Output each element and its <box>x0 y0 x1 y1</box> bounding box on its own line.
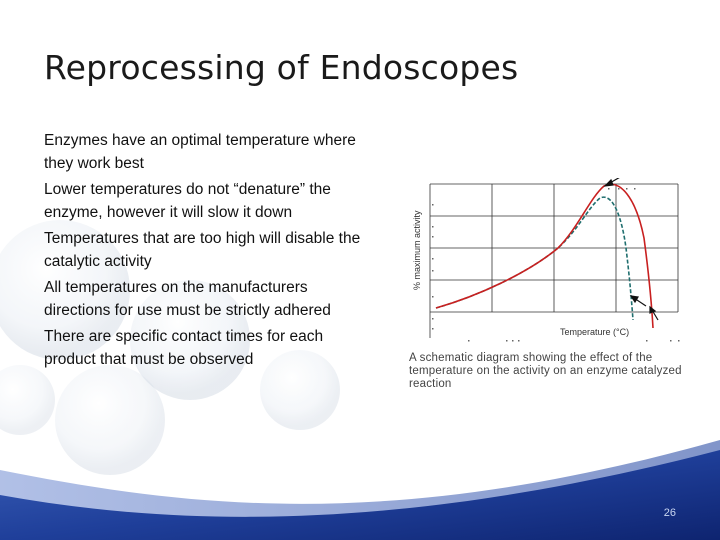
arrow-icon <box>649 305 659 321</box>
bullet-item: Enzymes have an optimal temperature wher… <box>44 132 356 172</box>
enzyme-activity-figure: % maximum activity Temperature (°C) <box>412 178 680 342</box>
bullet-item: Temperatures that are too high will disa… <box>44 230 361 270</box>
x-axis-label: Temperature (°C) <box>560 327 629 337</box>
bullet-item: There are specific contact times for eac… <box>44 328 324 368</box>
page-number: 26 <box>663 507 676 519</box>
solid-activity-curve <box>435 183 654 329</box>
y-axis-label: % maximum activity <box>412 210 422 290</box>
figure-grid <box>429 183 679 338</box>
figure-caption: A schematic diagram showing the effect o… <box>409 352 682 390</box>
bullet-item: All temperatures on the manufacturers di… <box>44 279 331 319</box>
bullet-list: Enzymes have an optimal temperature wher… <box>44 130 364 375</box>
footer-band <box>0 440 720 540</box>
dashed-activity-curve <box>435 196 634 321</box>
bullet-item: Lower temperatures do not “denature” the… <box>44 181 331 221</box>
slide-title: Reprocessing of Endoscopes <box>44 48 519 87</box>
tick-marks <box>432 188 680 342</box>
arrow-icon <box>629 295 647 307</box>
arrow-icon <box>603 178 620 187</box>
